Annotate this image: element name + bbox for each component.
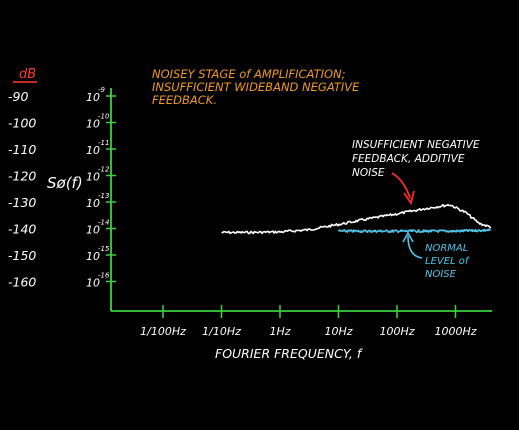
y-axis-label: Sø(f)	[47, 174, 83, 192]
x-tick-marks	[162, 305, 457, 318]
y-tick-label: 10	[86, 197, 100, 210]
db-tick-labels: -90 -100 -110 -120 -130 -140 -150 -160	[8, 89, 36, 290]
chart-title: NOISEY STAGE of AMPLIFICATION; INSUFFICI…	[152, 67, 360, 107]
x-tick-label: 100Hz	[379, 325, 414, 338]
y-tick-label: 10	[86, 91, 100, 104]
y-tick-exponent: -13	[98, 192, 109, 200]
y-tick-exponent: -9	[98, 86, 106, 94]
x-tick-label: 1Hz	[269, 325, 290, 338]
series-additive-noise-line	[221, 203, 492, 235]
db-tick-label: -130	[8, 195, 36, 210]
db-tick-label: -140	[8, 222, 36, 237]
normal-noise-label-line-2: LEVEL of	[425, 256, 470, 267]
y-tick-label: 10	[86, 118, 100, 131]
y-tick-label: 10	[86, 250, 100, 263]
db-tick-label: -150	[8, 248, 36, 263]
normal-noise-label-line-3: NOISE	[425, 269, 457, 280]
y-tick-marks	[106, 95, 116, 283]
y-tick-label: 10	[86, 144, 100, 157]
y-tick-exponent: -11	[98, 139, 109, 147]
y-tick-exponent: -16	[98, 272, 110, 280]
normal-noise-arrow	[407, 235, 423, 259]
x-tick-label: 10Hz	[324, 325, 352, 338]
db-tick-label: -120	[8, 169, 36, 184]
y-tick-exponent: -15	[98, 245, 110, 253]
db-tick-label: -100	[8, 116, 36, 131]
y-tick-exponent: -12	[98, 166, 110, 174]
additive-noise-label-line-2: FEEDBACK, ADDITIVE	[352, 153, 465, 165]
annotation-normal-noise: NORMAL LEVEL of NOISE	[402, 231, 470, 280]
series-layer	[221, 203, 492, 235]
additive-noise-label-line-1: INSUFFICIENT NEGATIVE	[352, 139, 480, 151]
title-line-3: FEEDBACK.	[152, 93, 217, 107]
x-tick-label: 1000Hz	[434, 325, 476, 338]
annotation-additive-noise: INSUFFICIENT NEGATIVE FEEDBACK, ADDITIVE…	[352, 139, 480, 206]
additive-noise-arrowhead	[403, 190, 415, 206]
y-tick-label: 10	[86, 171, 100, 184]
y-tick-label: 10	[86, 277, 100, 290]
title-line-2: INSUFFICIENT WIDEBAND NEGATIVE	[152, 80, 360, 94]
db-unit-label: dB	[19, 67, 36, 82]
db-tick-label: -160	[8, 275, 36, 290]
y-tick-exponent: -10	[98, 113, 110, 121]
axes	[106, 88, 492, 318]
x-tick-label: 1/10Hz	[202, 325, 241, 338]
series-normal-noise-line	[337, 228, 492, 234]
y-tick-exponent: -14	[98, 219, 109, 227]
db-scale: dB -90 -100 -110 -120 -130 -140 -150 -160	[8, 67, 37, 290]
normal-noise-label-line-1: NORMAL	[425, 243, 468, 254]
y-tick-label: 10	[86, 224, 100, 237]
additive-noise-arrow	[391, 172, 411, 199]
x-tick-label: 1/100Hz	[140, 325, 186, 338]
x-axis-label: FOURIER FREQUENCY, f	[215, 346, 363, 361]
db-tick-label: -110	[8, 142, 36, 157]
db-tick-label: -90	[8, 89, 28, 104]
title-line-1: NOISEY STAGE of AMPLIFICATION;	[152, 67, 346, 81]
x-tick-labels: 1/100Hz 1/10Hz 1Hz 10Hz 100Hz 1000Hz	[140, 325, 477, 338]
additive-noise-label-line-3: NOISE	[352, 167, 385, 179]
normal-noise-arrowhead	[402, 231, 414, 243]
